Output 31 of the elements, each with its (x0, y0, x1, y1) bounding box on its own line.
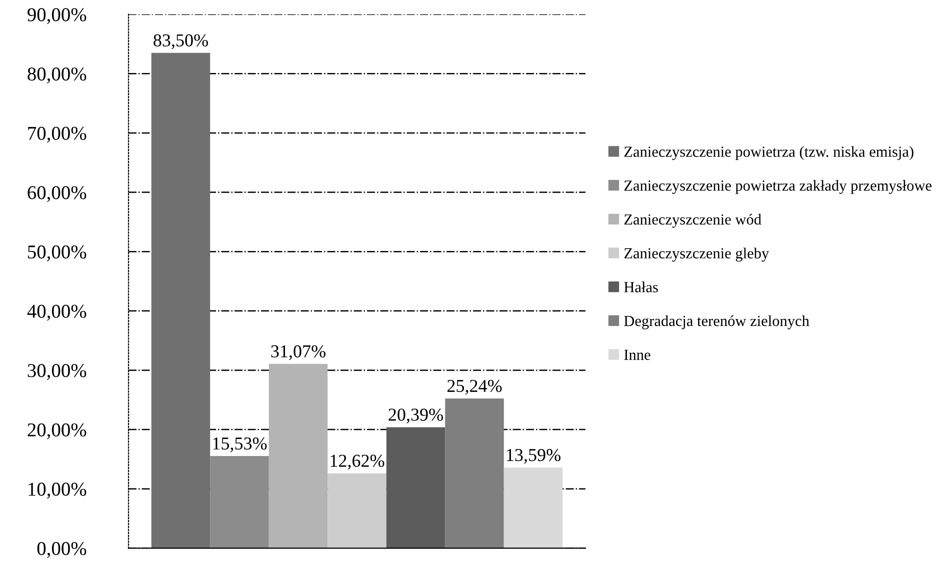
y-tick-label: 70,00% (28, 126, 86, 143)
data-label: 20,39% (388, 408, 443, 424)
y-tick-label: 90,00% (28, 8, 86, 24)
legend-label: Zanieczyszczenie gleby (624, 248, 770, 262)
legend-label: Degradacja terenów zielonych (624, 315, 810, 330)
legend-label: Zanieczyszczenie powietrza (tzw. niska emisja) (624, 146, 914, 160)
data-label: 25,24% (447, 380, 502, 395)
y-tick-label: 10,00% (28, 482, 86, 499)
y-tick-label: 50,00% (28, 245, 86, 262)
bar (328, 473, 386, 548)
data-label: 13,59% (507, 448, 560, 464)
data-label: 15,53% (213, 437, 267, 452)
data-label: 12,62% (330, 454, 384, 470)
data-label: 83,50% (154, 34, 208, 50)
y-tick-label: 40,00% (27, 304, 86, 321)
legend-label: Zanieczyszczenie wód (624, 214, 762, 228)
bar (151, 52, 210, 548)
y-tick-label: 60,00% (28, 186, 86, 202)
y-tick-label: 30,00% (28, 364, 86, 380)
legend-label: Hałas (624, 282, 658, 292)
bar (268, 364, 328, 548)
bar (504, 468, 563, 548)
legend-label: Zanieczyszczenie powietrza zakłady przemysłowe (624, 180, 932, 194)
y-tick-label: 80,00% (28, 67, 86, 84)
bar (445, 398, 504, 548)
legend-label: Inne (624, 350, 650, 360)
bar (386, 427, 446, 548)
y-tick-label: 0,00% (37, 542, 86, 558)
y-tick-label: 20,00% (28, 423, 86, 440)
data-label: 31,07% (271, 345, 326, 360)
bar (210, 456, 269, 548)
